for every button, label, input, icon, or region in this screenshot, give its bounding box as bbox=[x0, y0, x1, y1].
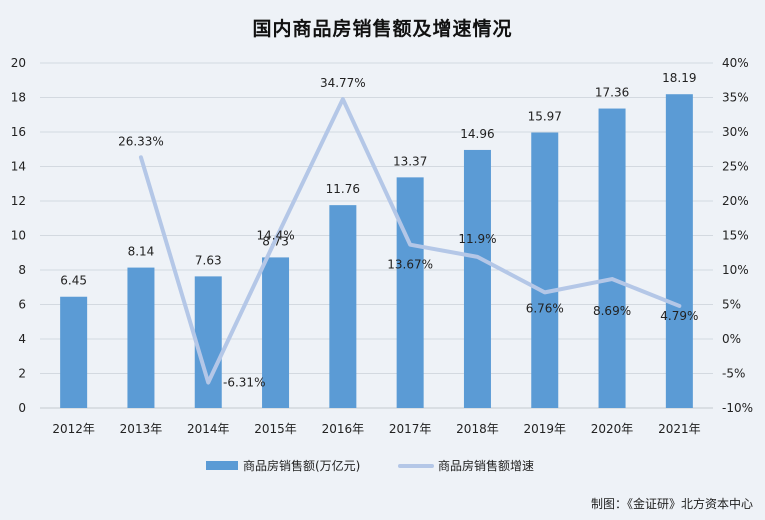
source-note: 制图：《金证研》北方资本中心 bbox=[590, 497, 753, 511]
bar-value-label: 13.37 bbox=[393, 154, 427, 168]
bar bbox=[60, 296, 88, 408]
right-tick-label: 30% bbox=[722, 125, 749, 139]
x-tick-label: 2021年 bbox=[658, 422, 701, 436]
left-tick-label: 16 bbox=[11, 125, 26, 139]
bar bbox=[262, 257, 290, 408]
x-tick-label: 2013年 bbox=[120, 422, 163, 436]
line-value-label: -6.31% bbox=[223, 376, 265, 390]
bar bbox=[194, 276, 222, 408]
x-tick-label: 2018年 bbox=[456, 422, 499, 436]
bar-value-label: 17.36 bbox=[595, 86, 629, 100]
left-tick-label: 6 bbox=[18, 298, 26, 312]
left-tick-label: 0 bbox=[18, 401, 26, 415]
bar-value-label: 11.76 bbox=[326, 182, 360, 196]
bar-value-label: 7.63 bbox=[195, 253, 222, 267]
line-value-label: 4.79% bbox=[660, 309, 698, 323]
bar bbox=[396, 177, 424, 408]
legend-line-label: 商品房销售额增速 bbox=[438, 458, 534, 473]
right-tick-label: 20% bbox=[722, 194, 749, 208]
legend-bar-swatch bbox=[206, 461, 238, 470]
bar bbox=[127, 267, 155, 408]
left-tick-label: 10 bbox=[11, 229, 26, 243]
x-tick-label: 2020年 bbox=[591, 422, 634, 436]
right-tick-label: -10% bbox=[722, 401, 753, 415]
line-value-label: 34.77% bbox=[320, 76, 366, 90]
bar bbox=[463, 149, 491, 408]
right-tick-label: 15% bbox=[722, 229, 749, 243]
left-tick-label: 2 bbox=[18, 367, 26, 381]
growth-line bbox=[138, 97, 682, 385]
bar-value-label: 15.97 bbox=[528, 110, 562, 124]
left-tick-label: 20 bbox=[11, 56, 26, 70]
right-tick-label: 0% bbox=[722, 332, 741, 346]
right-tick-label: -5% bbox=[722, 367, 745, 381]
bar bbox=[329, 205, 357, 408]
line-value-label: 14.4% bbox=[256, 229, 294, 243]
bar-value-label: 8.14 bbox=[128, 245, 155, 259]
line-value-label: 13.67% bbox=[387, 258, 433, 272]
left-tick-label: 12 bbox=[11, 194, 26, 208]
line-value-label: 26.33% bbox=[118, 134, 164, 148]
chart-title: 国内商品房销售额及增速情况 bbox=[252, 18, 513, 40]
left-tick-label: 8 bbox=[18, 263, 26, 277]
bar bbox=[598, 108, 626, 408]
line-value-label: 11.9% bbox=[458, 232, 496, 246]
right-tick-label: 10% bbox=[722, 263, 749, 277]
legend-bar-label: 商品房销售额(万亿元) bbox=[243, 458, 360, 473]
left-tick-label: 14 bbox=[11, 160, 26, 174]
bar-value-label: 18.19 bbox=[662, 71, 696, 85]
bar-value-label: 6.45 bbox=[60, 274, 87, 288]
right-tick-label: 35% bbox=[722, 91, 749, 105]
right-tick-label: 5% bbox=[722, 298, 741, 312]
bar bbox=[665, 94, 693, 408]
left-tick-label: 18 bbox=[11, 91, 26, 105]
x-tick-label: 2014年 bbox=[187, 422, 230, 436]
right-tick-label: 25% bbox=[722, 160, 749, 174]
x-tick-label: 2019年 bbox=[523, 422, 566, 436]
left-tick-label: 4 bbox=[18, 332, 26, 346]
bar bbox=[531, 132, 559, 408]
x-tick-label: 2016年 bbox=[322, 422, 365, 436]
right-tick-label: 40% bbox=[722, 56, 749, 70]
line-value-label: 6.76% bbox=[526, 301, 564, 315]
bar-value-label: 14.96 bbox=[460, 127, 494, 141]
x-tick-label: 2017年 bbox=[389, 422, 432, 436]
line-value-label: 8.69% bbox=[593, 304, 631, 318]
x-tick-label: 2012年 bbox=[52, 422, 95, 436]
x-tick-label: 2015年 bbox=[254, 422, 297, 436]
